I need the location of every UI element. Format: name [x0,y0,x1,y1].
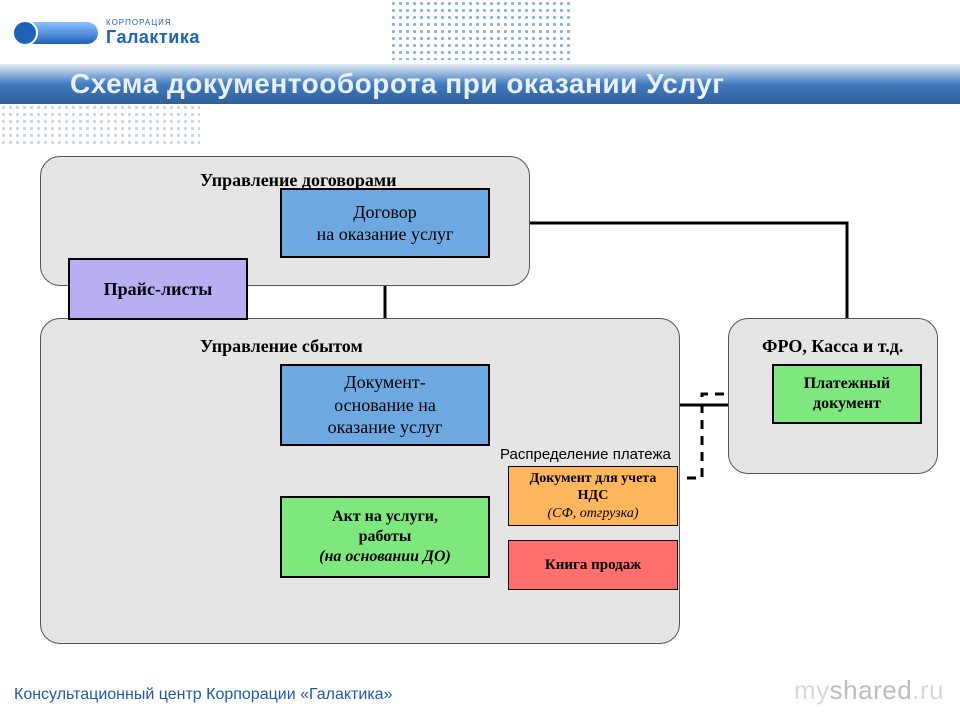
decor-halftone-top [390,0,570,60]
node-price-line-0: Прайс-листы [104,278,213,301]
brand-logo: КОРПОРАЦИЯ Галактика [18,18,200,48]
decor-halftone-left [0,104,200,146]
node-basis-line-1: основание на [334,394,436,417]
node-nds-line-2: (СФ, отгрузка) [548,505,639,523]
node-payment: Платежныйдокумент [772,364,922,424]
title-bar: Схема документооборота при оказании Услу… [0,64,960,104]
node-contract-line-0: Договор [353,201,417,224]
watermark-pre: my [794,675,830,705]
node-price: Прайс-листы [68,258,248,320]
node-contract-line-1: на оказание услуг [317,223,454,246]
node-payment-line-0: Платежный [804,374,891,394]
node-book: Книга продаж [508,540,678,590]
node-contract: Договорна оказание услуг [280,188,490,258]
node-basis-line-2: оказание услуг [328,416,443,439]
page-title: Схема документооборота при оказании Услу… [70,68,724,100]
footer-text: Консультационный центр Корпорации «Галак… [14,686,392,704]
node-act-line-1: работы [359,527,412,547]
node-act-line-0: Акт на услуги, [332,507,438,527]
brand-sub: КОРПОРАЦИЯ [106,18,200,27]
node-act-line-2: (на основании ДО) [319,547,451,567]
node-basis: Документ-основание наоказание услуг [280,364,490,446]
extra-label-0: Распределение платежа [500,446,671,463]
node-basis-line-0: Документ- [344,371,425,394]
watermark-bold: shared [830,675,913,705]
node-book-line-0: Книга продаж [545,556,641,575]
node-nds: Документ для учетаНДС(СФ, отгрузка) [508,466,678,526]
node-nds-line-0: Документ для учета [530,470,657,488]
node-act: Акт на услуги,работы(на основании ДО) [280,496,490,578]
brand-name: Галактика [106,27,200,48]
brand-logo-mark [18,22,98,44]
watermark: myshared.ru [794,675,944,706]
node-nds-line-1: НДС [578,487,609,505]
node-payment-line-1: документ [813,394,881,414]
region-label-r-fro: ФРО, Касса и т.д. [762,336,903,357]
region-label-r-sales: Управление сбытом [200,336,363,357]
